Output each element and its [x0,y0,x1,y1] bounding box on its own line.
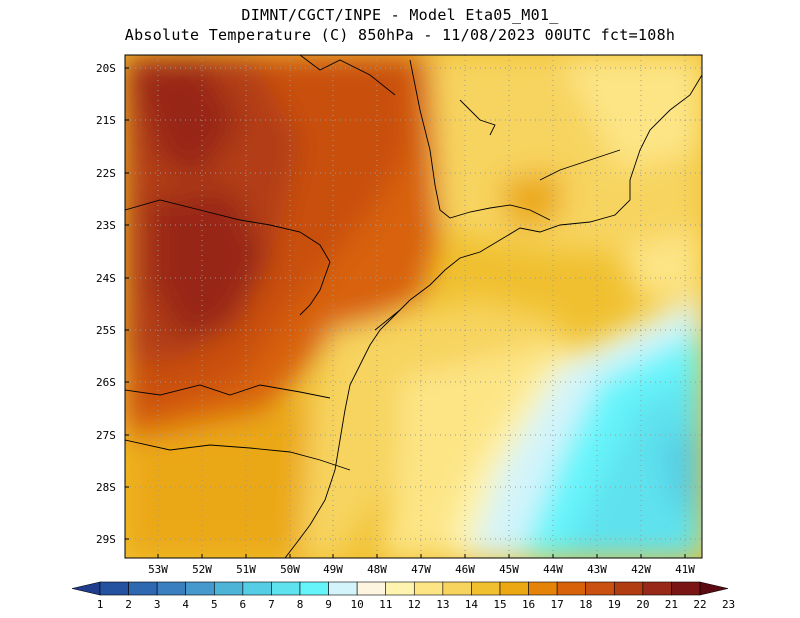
lon-label: 43W [587,563,607,576]
lon-label: 45W [499,563,519,576]
lat-label: 21S [96,114,116,127]
lon-label: 52W [192,563,212,576]
lon-label: 49W [323,563,343,576]
colorbar-swatch [185,581,215,596]
coastline-borders [125,55,702,558]
temperature-field [125,55,702,558]
lat-label: 28S [96,481,116,494]
colorbar-label: 21 [664,598,679,611]
colorbar-label: 23 [721,598,736,611]
axis-ticks [125,67,686,558]
colorbar-label: 2 [125,598,132,611]
plot-frame [124,54,703,559]
lon-label: 50W [280,563,300,576]
colorbar-label: 12 [407,598,421,611]
colorbar-swatch [299,581,329,596]
lat-label: 22S [96,167,116,180]
colorbar-label: 13 [436,598,450,611]
colorbar-swatch [585,581,615,596]
lat-label: 27S [96,429,116,442]
colorbar-swatch [471,581,501,596]
map-title-line2: Absolute Temperature (C) 850hPa - 11/08/… [124,26,676,44]
lat-label: 20S [96,62,116,75]
colorbar-swatch [356,581,387,596]
colorbar-swatch [328,581,358,596]
colorbar-swatch [442,581,472,596]
colorbar-label: 16 [521,598,536,611]
colorbar-label: 19 [607,598,621,611]
colorbar-swatch [528,581,558,596]
colorbar-label: 10 [350,598,364,611]
colorbar-label: 4 [182,598,190,611]
map-title-line1: DIMNT/CGCT/INPE - Model Eta05_M01_ [241,6,559,24]
lon-label: 46W [455,563,475,576]
lon-label: 47W [411,563,431,576]
lat-label: 24S [96,272,116,285]
colorbar-label: 20 [636,598,650,611]
colorbar-swatch [385,581,415,596]
colorbar-swatch [413,581,444,596]
colorbar-swatch [699,581,729,596]
grid-lines [125,55,702,558]
colorbar-swatch [271,581,301,596]
colorbar-label: 18 [579,598,593,611]
lat-label: 29S [96,533,116,546]
colorbar-label: 11 [379,598,393,611]
lat-label: 23S [96,219,116,232]
colorbar-swatch [613,581,644,596]
colorbar-label: 14 [464,598,479,611]
colorbar-swatch [242,581,272,596]
colorbar-label: 22 [693,598,707,611]
lon-label: 41W [675,563,695,576]
colorbar-swatch [671,581,701,596]
colorbar-label: 3 [153,598,161,611]
colorbar-swatch [99,581,129,596]
colorbar-label: 15 [493,598,507,611]
lat-label: 25S [96,324,116,337]
colorbar-swatch [71,581,101,596]
lon-label: 44W [543,563,563,576]
colorbar-label: 1 [96,598,104,611]
colorbar-label: 9 [325,598,332,611]
lon-label: 48W [367,563,387,576]
colorbar-swatch [642,581,672,596]
lon-label: 51W [236,563,256,576]
colorbar-label: 6 [239,598,247,611]
lon-label: 42W [631,563,651,576]
colorbar-swatch [499,581,529,596]
lon-label: 53W [148,563,168,576]
colorbar [71,581,729,596]
colorbar-swatch [556,581,587,596]
colorbar-swatch [128,581,158,596]
colorbar-swatch [213,581,244,596]
colorbar-label: 7 [268,598,275,611]
colorbar-swatch [156,581,187,596]
lat-label: 26S [96,376,116,389]
colorbar-label: 5 [210,598,218,611]
colorbar-label: 8 [296,598,304,611]
colorbar-label: 17 [550,598,564,611]
